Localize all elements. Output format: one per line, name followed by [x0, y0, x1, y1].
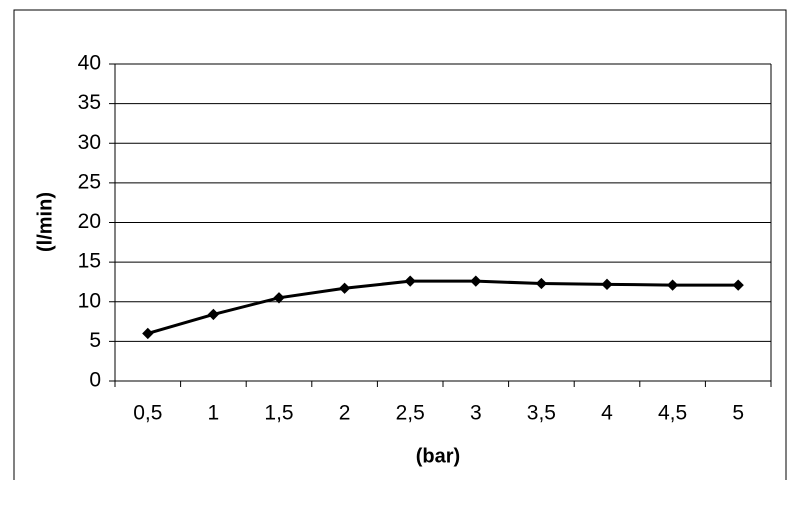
y-tick-label: 40	[78, 52, 101, 75]
data-point	[207, 308, 220, 321]
data-point	[732, 279, 744, 291]
data-point	[142, 327, 154, 340]
x-tick-label: 3	[470, 402, 482, 425]
data-point	[404, 275, 416, 287]
chart-frame	[13, 9, 787, 480]
x-tick-label: 2,5	[396, 402, 425, 425]
y-tick-label: 35	[78, 91, 101, 114]
x-tick-label: 3,5	[527, 402, 556, 425]
y-axis-title: (l/min)	[34, 192, 56, 252]
y-tick-label: 20	[78, 210, 101, 233]
y-tick-label: 10	[78, 289, 101, 312]
x-axis-title: (bar)	[416, 445, 460, 467]
x-tick-label: 0,5	[133, 402, 162, 425]
y-tick-label: 30	[78, 131, 101, 154]
x-tick-label: 1,5	[264, 402, 293, 425]
x-tick-label: 5	[732, 402, 744, 425]
y-tick-label: 5	[89, 329, 101, 352]
x-tick-label: 4,5	[658, 402, 687, 425]
x-tick-label: 2	[339, 402, 351, 425]
data-point	[338, 282, 351, 294]
y-tick-label: 0	[89, 369, 101, 392]
y-tick-label: 25	[78, 170, 101, 193]
x-tick-label: 4	[601, 402, 613, 425]
data-line	[147, 279, 739, 335]
data-point	[273, 292, 285, 304]
x-tick-label: 1	[208, 402, 220, 425]
data-point	[601, 278, 613, 290]
data-point	[666, 279, 679, 291]
data-point	[470, 275, 482, 287]
data-point	[535, 277, 548, 290]
y-tick-label: 15	[78, 250, 101, 273]
